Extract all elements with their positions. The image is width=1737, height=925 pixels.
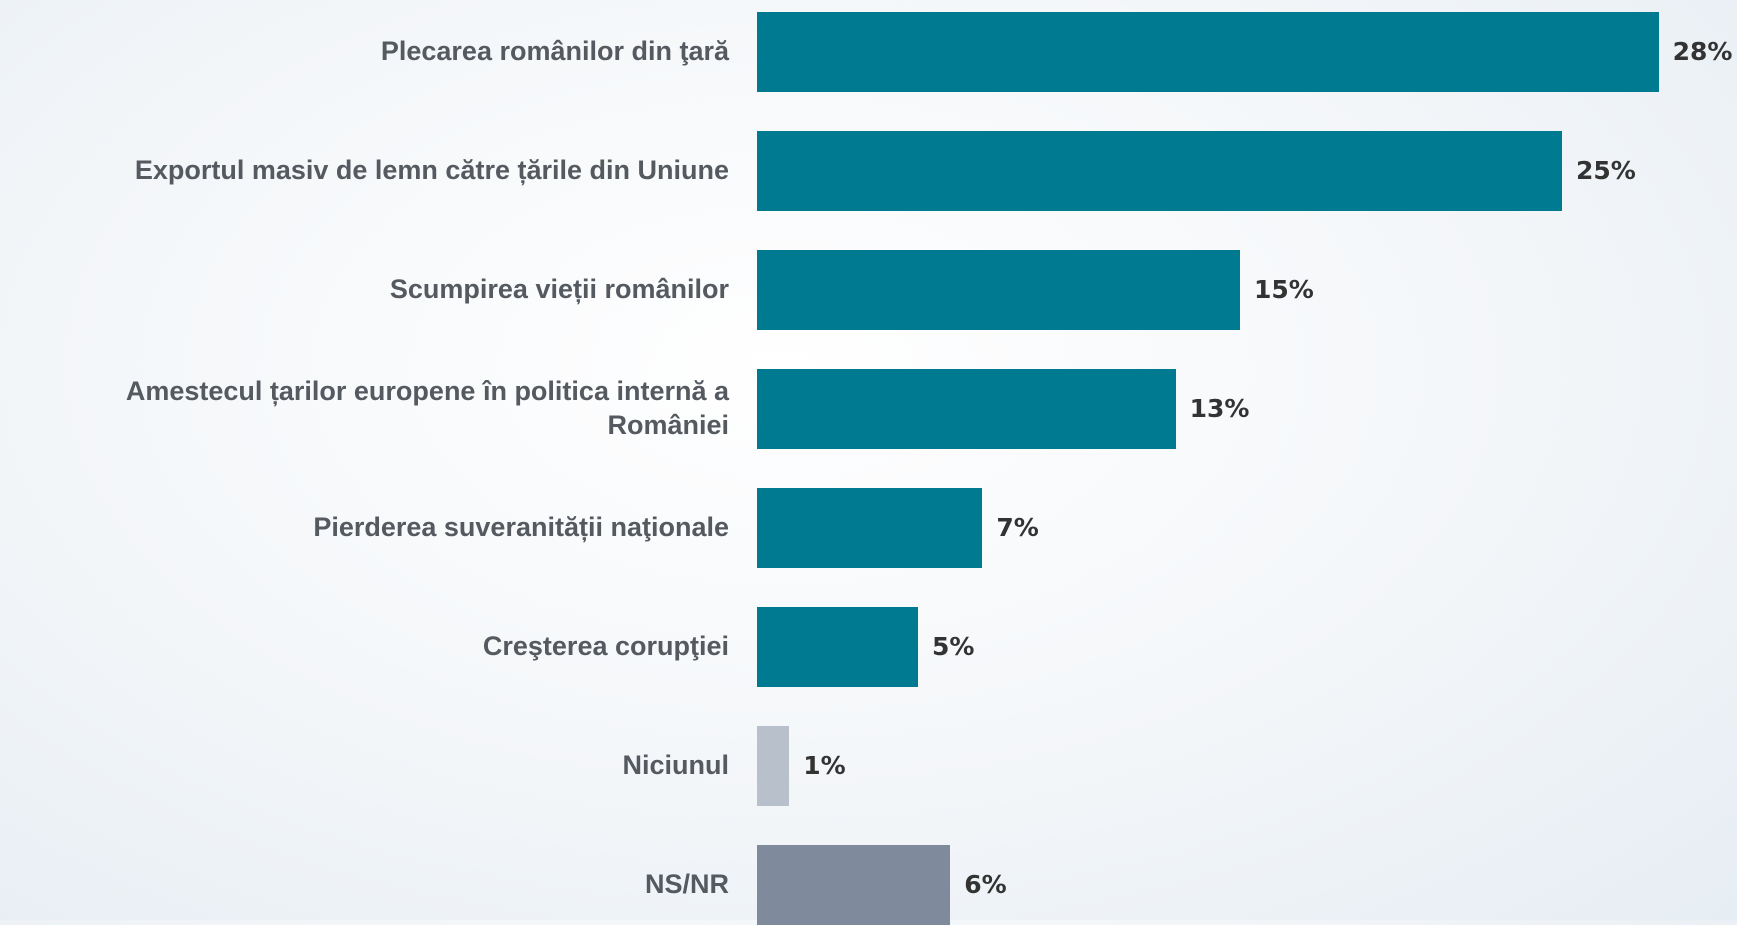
category-label: Amestecul țarilor europene în politica i… (125, 376, 729, 440)
value-label: 25% (1576, 156, 1636, 185)
category-label: Niciunul (622, 750, 730, 781)
bar (757, 845, 951, 925)
bar-row: Amestecul țarilor europene în politica i… (0, 369, 1737, 449)
value-label: 15% (1254, 275, 1314, 304)
bar-row: Plecarea românilor din ţară 28% (0, 12, 1737, 92)
category-label: Pierderea suveranității naţionale (313, 512, 729, 543)
value-label: 6% (964, 870, 1007, 899)
value-label: 5% (932, 632, 975, 661)
category-label: Exportul masiv de lemn către țările din … (134, 155, 729, 186)
bar (757, 12, 1659, 92)
category-label: NS/NR (644, 869, 729, 900)
bar (757, 607, 918, 687)
bar (757, 369, 1176, 449)
category-label: Scumpirea vieții românilor (389, 274, 729, 305)
bar-row: Scumpirea vieții românilor 15% (0, 250, 1737, 330)
value-label: 28% (1672, 37, 1733, 66)
category-label: Plecarea românilor din ţară (380, 36, 729, 67)
bar (757, 488, 983, 568)
bar (757, 250, 1240, 330)
value-label: 7% (996, 513, 1039, 542)
value-label: 13% (1189, 394, 1250, 423)
bar (757, 131, 1562, 211)
bar-row: Creşterea corupţiei 5% (0, 607, 1737, 687)
bar-row: Niciunul 1% (0, 726, 1737, 806)
bar-row: Exportul masiv de lemn către țările din … (0, 131, 1737, 211)
bar-row: Pierderea suveranității naţionale 7% (0, 488, 1737, 568)
category-label: Creşterea corupţiei (482, 631, 729, 662)
bar (757, 726, 790, 806)
bar-row: NS/NR 6% (0, 845, 1737, 925)
value-label: 1% (803, 751, 846, 780)
